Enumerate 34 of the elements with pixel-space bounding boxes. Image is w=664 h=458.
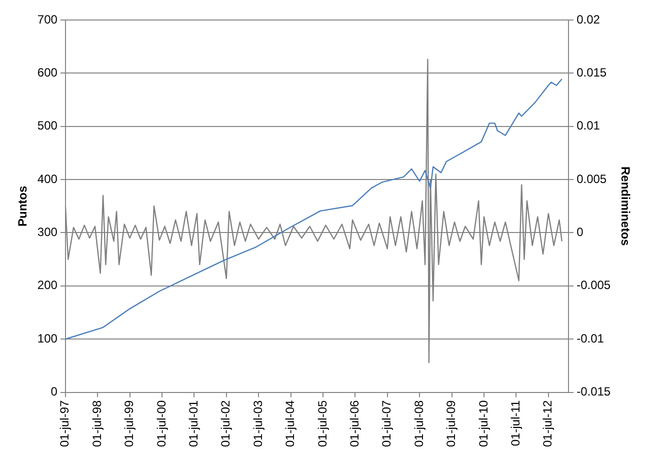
x-tick-label: 01-jul-99 <box>122 400 136 448</box>
x-tick-label: 01-jul-06 <box>347 400 362 448</box>
y-axis-title: Puntos <box>16 186 30 226</box>
y-tick-label: 0 <box>50 384 58 399</box>
y2-tick-label: 0 <box>576 225 584 240</box>
x-tick-label: 01-jul-01 <box>186 400 201 448</box>
y2-tick-label: 0.02 <box>576 12 600 26</box>
x-tick-label: 01-jul-97 <box>58 400 72 448</box>
y2-tick-label: -0.01 <box>576 331 604 346</box>
x-tick-label: 01-jul-00 <box>154 400 168 448</box>
y2-tick-label: -0.015 <box>576 384 611 399</box>
x-tick-label: 01-jul-09 <box>444 400 458 448</box>
x-tick-label: 01-jul-11 <box>508 400 522 446</box>
y-tick-label: 600 <box>37 66 58 80</box>
x-tick-label: 01-jul-10 <box>476 400 490 448</box>
x-tick-label: 01-jul-08 <box>412 400 426 448</box>
x-tick-label: 01-jul-02 <box>218 400 233 448</box>
y-tick-label: 200 <box>37 278 58 292</box>
x-tick-label: 01-jul-12 <box>540 400 555 448</box>
y-tick-label: 700 <box>37 12 58 26</box>
y2-tick-label: 0.015 <box>576 66 607 80</box>
x-tick-label: 01-jul-03 <box>250 400 265 448</box>
y-tick-label: 100 <box>37 331 58 346</box>
x-tick-label: 01-jul-98 <box>90 400 104 448</box>
y2-tick-label: -0.005 <box>576 278 611 292</box>
y-tick-label: 500 <box>37 118 58 133</box>
y-tick-label: 300 <box>37 225 58 240</box>
y2-tick-label: 0.005 <box>576 172 607 186</box>
x-tick-label: 01-jul-05 <box>315 400 330 448</box>
y2-tick-label: 0.01 <box>576 118 600 133</box>
x-tick-label: 01-jul-07 <box>380 400 394 448</box>
x-tick-label: 01-jul-04 <box>283 400 298 448</box>
y-tick-label: 400 <box>37 172 58 186</box>
y2-axis-title: Rendiminetos <box>618 166 632 246</box>
